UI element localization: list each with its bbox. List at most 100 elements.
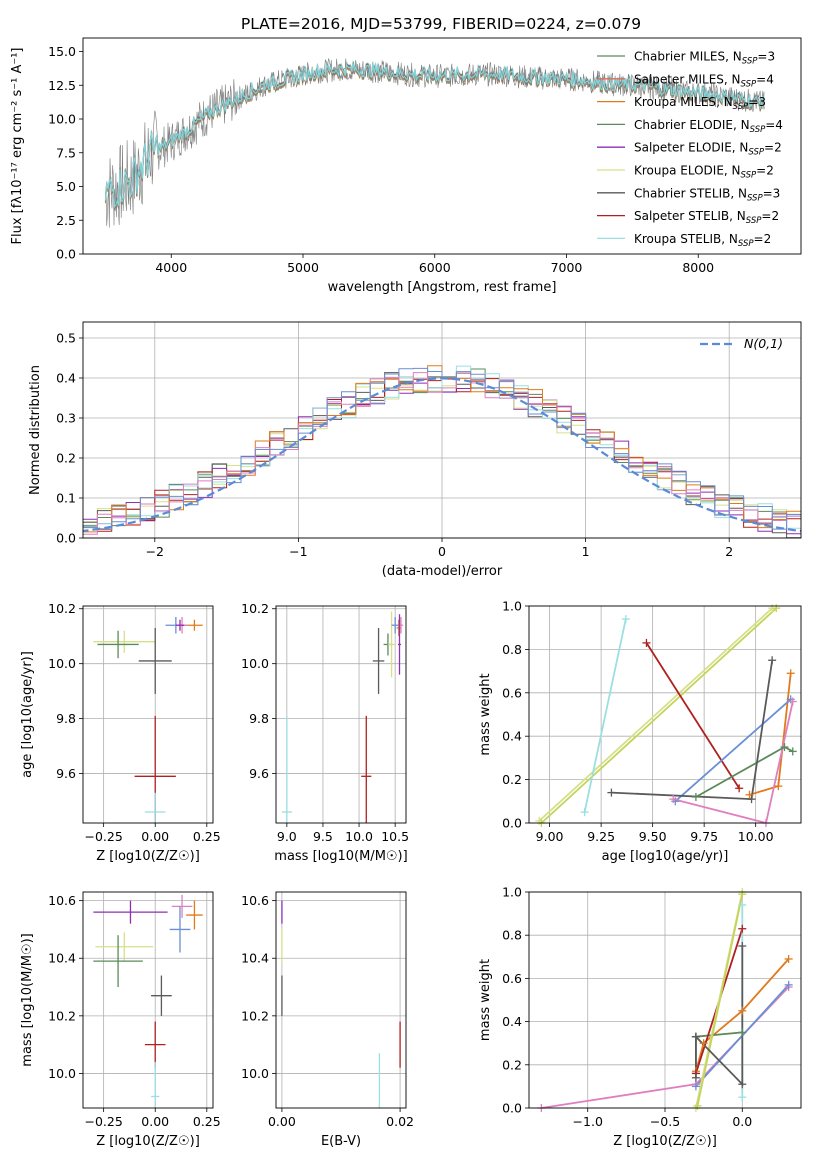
y-tick-label: 0.0 [56,247,76,262]
x-tick-label: 0.25 [193,1114,221,1129]
x-axis-label: (data-model)/error [382,564,503,579]
y-tick-label: 9.6 [249,766,269,781]
x-tick-label: 9.50 [639,829,667,844]
axes-frame [82,321,802,539]
y-tick-label: 10.0 [241,656,269,671]
chart-mass_vs_ebv: 0.00 0.02 10.0 10.2 10.4 10.6 E(B-V) [241,891,414,1149]
x-tick-label: −0.5 [650,1114,680,1129]
x-tick-label: 6000 [419,260,451,275]
y-tick-label: 0.0 [502,816,522,831]
x-tick-label: 0.00 [268,1114,296,1129]
x-tick-label: 9.00 [536,829,564,844]
series-line [696,894,744,1106]
legend-nssp-eq: = [763,186,773,200]
legend-nssp-sub: SSP [746,216,762,226]
legend-label: Salpeter ELODIE, NSSP=2 [634,141,782,158]
x-axis-label: Z [log10(Z/Z☉)] [613,1134,717,1149]
y-tick-label: 0.0 [502,1101,522,1116]
x-tick-label: 2 [725,544,733,559]
y-tick-label: 10.6 [241,893,269,908]
histogram-step-line [83,372,801,535]
x-axis-label: mass [log10(M/M☉)] [274,849,407,864]
y-tick-label: 10.2 [48,1008,76,1023]
chart-spectrum: 4000 5000 6000 7000 8000 0.0 2.5 5.0 7.5 10.0 12.5… [10,37,802,295]
legend-nssp-eq: = [756,164,766,178]
plot-area [281,900,401,1108]
legend-label: Salpeter MILES, NSSP=4 [634,72,774,89]
chart-mass_vs_Z: −0.25 0.00 0.25 10.0 10.2 10.4 10.6 Z [log10(Z/… [20,891,221,1149]
legend-nssp-sub: SSP [733,102,749,112]
y-tick-label: 0.8 [502,642,522,657]
x-tick-label: −0.25 [84,829,122,844]
legend-label: Salpeter STELIB, NSSP=2 [634,209,779,226]
series-line [674,698,792,802]
legend-model-name: Chabrier MILES [634,50,725,64]
x-axis-label: age [log10(age/yr)] [602,849,729,864]
axes-frame [82,605,214,824]
legend-model-name: Salpeter STELIB [634,209,729,223]
x-tick-label: 9.0 [277,829,297,844]
plot-area [93,616,203,823]
y-tick-label: 0.2 [56,451,76,466]
x-tick-label: −1.0 [573,1114,603,1129]
x-tick-label: 0.00 [141,1114,169,1129]
legend-nssp-eq: = [756,72,766,86]
legend-nssp-prefix: , N [724,164,741,178]
y-axis-label: age [log10(age/yr)] [20,651,35,778]
legend-nssp-sub: SSP [742,57,758,67]
legend-nssp-prefix: , N [725,50,742,64]
legend-nssp-eq: = [748,95,758,109]
legend-nssp-prefix: , N [724,72,741,86]
legend-nssp-value: 3 [767,50,775,64]
series-line [672,701,794,823]
legend-model-name: Kroupa ELODIE [634,164,724,178]
x-tick-label: 5000 [287,260,319,275]
y-tick-label: 0.8 [502,928,522,943]
legend-label: Chabrier STELIB, NSSP=3 [634,186,780,203]
legend-nssp-eq: = [757,50,767,64]
legend-model-name: Kroupa STELIB [634,232,721,246]
y-tick-label: 7.5 [56,145,76,160]
legend-nssp-sub: SSP [747,193,763,203]
axes-frame [275,891,407,1109]
chart-age_vs_Z: −0.25 0.00 0.25 9.6 9.8 10.0 10.2 Z [log10(Z/Z☉… [20,601,221,864]
y-axis-label: mass weight [478,959,493,1041]
x-tick-label: 9.5 [313,829,333,844]
series-line [538,607,773,822]
y-tick-label: 10.2 [241,601,269,616]
x-tick-label: 1 [582,544,590,559]
series-line [583,618,627,813]
y-axis-label: mass weight [478,673,493,755]
legend-label: Chabrier ELODIE, NSSP=4 [634,118,783,135]
legend-nssp-eq: = [754,232,764,246]
y-tick-label: 0.3 [56,411,76,426]
x-tick-label: 0.25 [193,829,221,844]
legend-nssp-prefix: , N [733,118,750,132]
y-tick-label: 5.0 [56,179,76,194]
y-tick-label: 10.6 [48,893,76,908]
y-tick-label: 0.2 [502,1057,522,1072]
series-line [695,958,790,1072]
y-tick-label: 2.5 [56,213,76,228]
best-model-line [104,62,765,209]
x-tick-label: −1 [289,544,307,559]
legend-label: N(0,1) [744,336,783,351]
legend-nssp-sub: SSP [750,125,766,135]
y-tick-label: 10.0 [48,656,76,671]
chart-age_vs_mass: 9.0 9.5 10.0 10.5 9.6 9.8 10.0 10.2 mass [log10(… [241,601,409,864]
y-tick-label: 12.5 [48,78,76,93]
axes-frame [528,605,802,824]
x-tick-label: 10.00 [738,829,774,844]
legend-nssp-value: 2 [774,141,782,155]
legend-nssp-sub: SSP [748,148,764,158]
x-tick-label: 0 [438,544,446,559]
axes-frame [82,37,802,255]
x-tick-label: 4000 [155,260,187,275]
plot-area [93,894,203,1108]
x-tick-label: 8000 [682,260,714,275]
legend-nssp-prefix: , N [721,232,738,246]
legend-label: Kroupa MILES, NSSP=3 [634,95,766,112]
legend-nssp-eq: = [764,141,774,155]
y-tick-label: 0.4 [502,1014,522,1029]
y-tick-label: 10.0 [241,1066,269,1081]
